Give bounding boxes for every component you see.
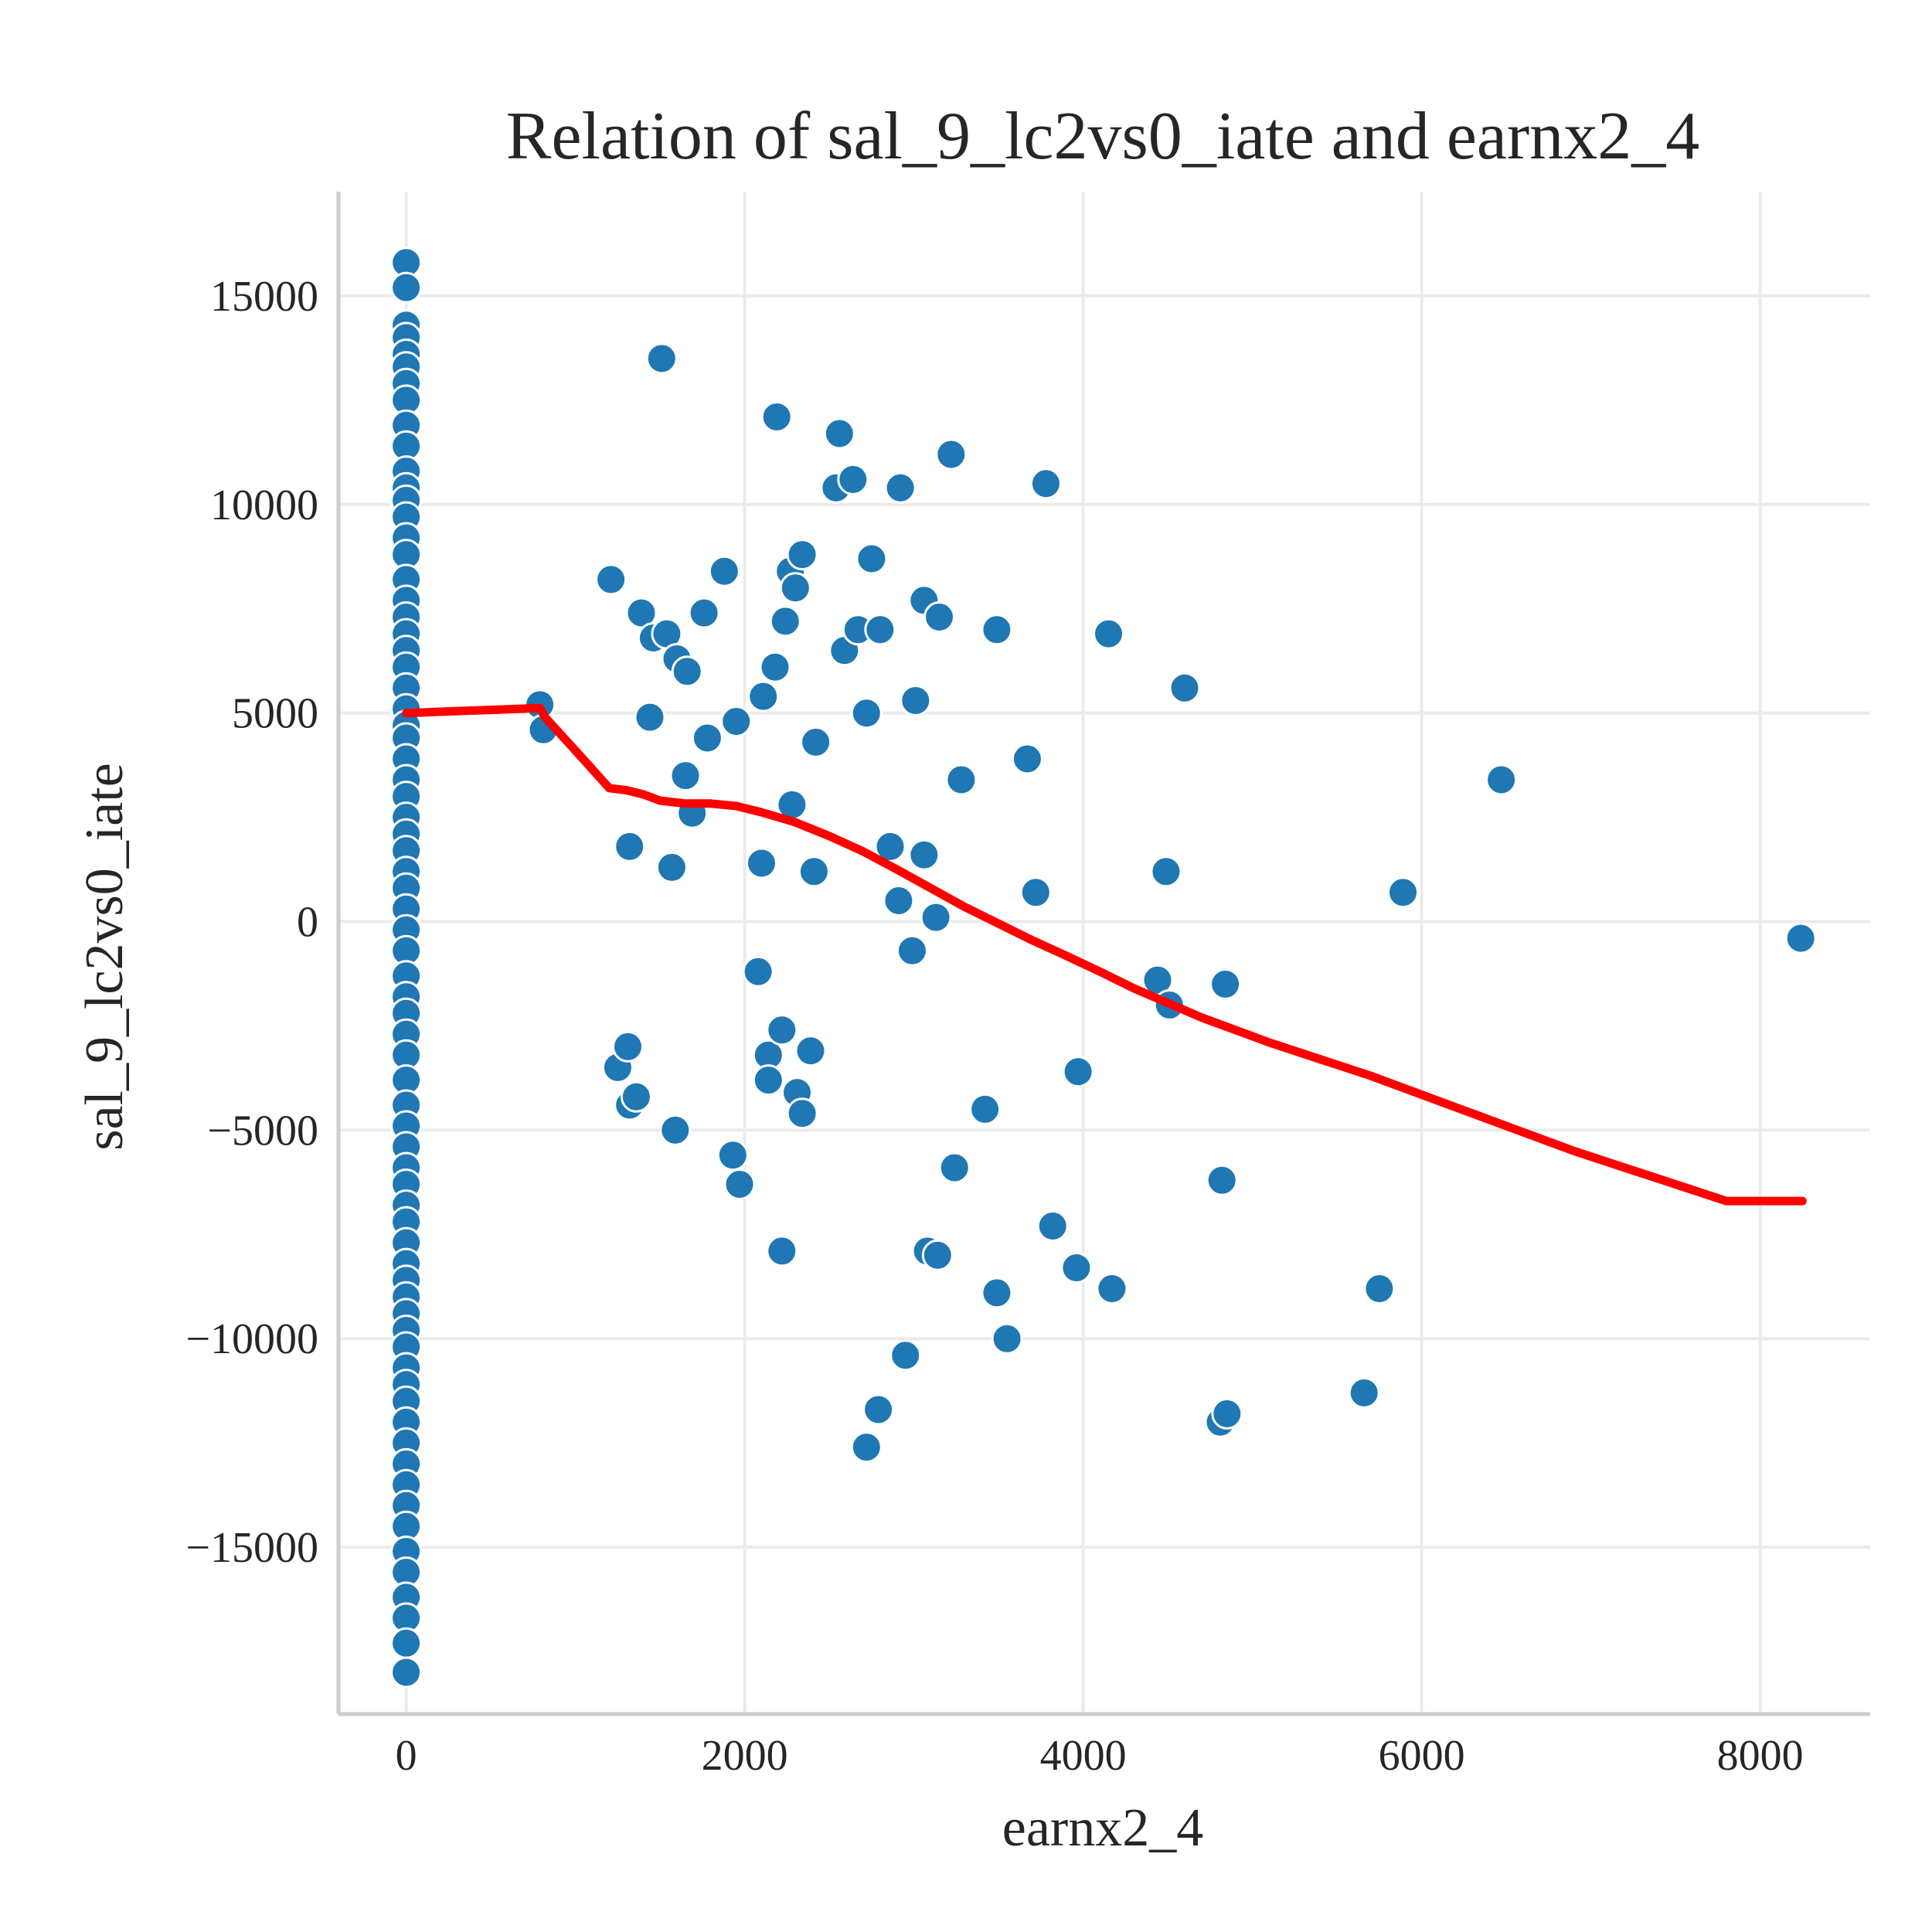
data-point bbox=[659, 1114, 692, 1146]
data-point bbox=[1348, 1376, 1380, 1409]
data-point bbox=[1211, 1397, 1243, 1430]
data-point bbox=[883, 885, 915, 917]
data-point bbox=[1011, 743, 1043, 775]
data-point bbox=[921, 1239, 954, 1271]
y-tick-label: −5000 bbox=[207, 1107, 318, 1155]
data-point bbox=[900, 685, 932, 716]
data-point bbox=[1206, 1164, 1238, 1196]
data-point bbox=[688, 597, 720, 629]
tick-labels: 0 2000 4000 6000 8000 −15000 −10000 −5000 0 5000 1… bbox=[185, 273, 1803, 1780]
data-point bbox=[850, 1431, 883, 1464]
data-point bbox=[620, 1080, 652, 1113]
x-tick-label: 2000 bbox=[702, 1732, 788, 1780]
data-point bbox=[645, 342, 678, 375]
data-point bbox=[634, 701, 666, 733]
data-point bbox=[595, 563, 628, 596]
fit-line bbox=[402, 703, 1807, 1206]
data-point bbox=[747, 680, 780, 713]
data-point bbox=[746, 847, 777, 879]
x-tick-label: 6000 bbox=[1379, 1732, 1465, 1780]
data-point bbox=[786, 1097, 818, 1130]
data-point bbox=[612, 1030, 644, 1063]
data-point bbox=[1019, 876, 1052, 909]
scatter-points bbox=[390, 247, 1817, 1689]
y-tick-label: 0 bbox=[297, 899, 318, 947]
chart-title: Relation of sal_9_lc2vs0_iate and earnx2… bbox=[506, 99, 1699, 174]
data-point bbox=[1387, 876, 1419, 909]
data-point bbox=[716, 1139, 749, 1172]
data-point bbox=[759, 651, 791, 683]
data-point bbox=[1363, 1273, 1396, 1304]
data-point bbox=[862, 1393, 895, 1426]
x-tick-label: 0 bbox=[396, 1732, 417, 1780]
y-tick-label: −10000 bbox=[185, 1315, 318, 1363]
axes-spines bbox=[336, 192, 1870, 1716]
data-point bbox=[1485, 764, 1518, 796]
data-point bbox=[390, 271, 423, 304]
data-point bbox=[766, 1014, 798, 1046]
x-tick-label: 8000 bbox=[1717, 1732, 1804, 1780]
data-point bbox=[798, 855, 830, 888]
data-point bbox=[1062, 1056, 1094, 1088]
data-point bbox=[708, 555, 740, 587]
data-point bbox=[614, 830, 646, 862]
data-point bbox=[850, 697, 883, 730]
data-point bbox=[1209, 968, 1242, 1000]
data-point bbox=[1784, 922, 1817, 954]
data-point bbox=[752, 1064, 784, 1097]
data-point bbox=[720, 706, 753, 737]
data-point bbox=[390, 1656, 423, 1689]
data-point bbox=[981, 614, 1013, 646]
data-point bbox=[766, 1235, 798, 1267]
y-tick-label: −15000 bbox=[185, 1524, 318, 1572]
y-tick-label: 5000 bbox=[232, 690, 318, 738]
data-point bbox=[800, 726, 832, 758]
data-point bbox=[823, 417, 855, 450]
y-axis-label: sal_9_lc2vs0_iate bbox=[75, 763, 134, 1151]
data-point bbox=[1036, 1210, 1069, 1242]
data-point bbox=[981, 1277, 1013, 1309]
data-point bbox=[920, 901, 952, 934]
data-point bbox=[1096, 1273, 1128, 1304]
data-point bbox=[889, 1339, 922, 1372]
y-tick-label: 15000 bbox=[210, 273, 318, 321]
data-point bbox=[935, 438, 968, 471]
data-point bbox=[769, 605, 801, 638]
fit-line-layer bbox=[402, 703, 1807, 1206]
data-point bbox=[742, 955, 774, 988]
data-point bbox=[908, 838, 940, 871]
x-tick-label: 4000 bbox=[1040, 1732, 1127, 1780]
grid-lines bbox=[338, 192, 1870, 1714]
data-point bbox=[669, 760, 702, 792]
data-point bbox=[779, 572, 811, 604]
data-point bbox=[855, 543, 888, 575]
data-point bbox=[1150, 855, 1182, 888]
data-point bbox=[1029, 468, 1062, 500]
y-tick-label: 10000 bbox=[210, 481, 318, 529]
data-point bbox=[691, 722, 723, 754]
data-point bbox=[1093, 617, 1124, 650]
data-point bbox=[723, 1168, 756, 1200]
data-point bbox=[864, 614, 896, 646]
data-point bbox=[969, 1093, 1002, 1125]
data-point bbox=[1060, 1252, 1093, 1284]
data-point bbox=[1168, 672, 1201, 704]
data-point bbox=[945, 764, 978, 796]
data-point bbox=[760, 401, 793, 433]
data-point bbox=[884, 471, 917, 504]
data-point bbox=[794, 1035, 827, 1067]
data-point bbox=[938, 1151, 971, 1184]
data-point bbox=[837, 463, 869, 495]
data-point bbox=[896, 934, 928, 967]
data-point bbox=[655, 851, 688, 883]
data-point bbox=[390, 1627, 423, 1659]
data-point bbox=[786, 539, 818, 571]
data-point bbox=[991, 1322, 1023, 1355]
x-axis-label: earnx2_4 bbox=[1002, 1798, 1203, 1858]
data-point bbox=[671, 655, 703, 688]
data-point bbox=[923, 601, 955, 633]
